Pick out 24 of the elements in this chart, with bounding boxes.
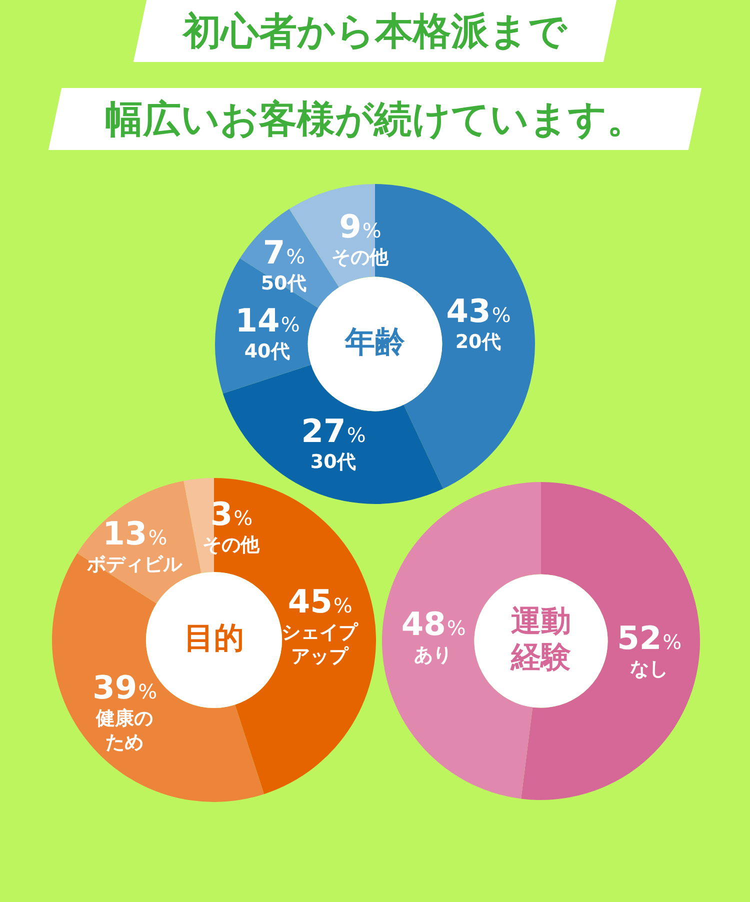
- slice-label: その他: [331, 246, 390, 268]
- data-label: 43%: [446, 292, 511, 330]
- data-label: 13%: [102, 514, 168, 553]
- slice-label: 50代: [260, 272, 306, 295]
- data-label: 14%: [235, 301, 300, 340]
- slice-label: 30代: [310, 450, 356, 473]
- slice-label: 40代: [244, 340, 290, 362]
- slice-label: なし: [630, 658, 668, 680]
- data-label: 7%: [262, 234, 306, 272]
- data-label: 52%: [617, 618, 682, 657]
- slice-label: あり: [414, 644, 452, 666]
- text: 幅広いお客様が続けています。: [105, 96, 645, 142]
- data-label: 39%: [92, 668, 158, 707]
- data-label: 48%: [401, 605, 466, 644]
- slice-label: シェイプアップ: [282, 621, 359, 668]
- text: 初心者から本格派まで: [183, 8, 567, 54]
- data-label: 45%: [288, 582, 352, 620]
- slice-label: 健康のため: [94, 708, 153, 754]
- text: 運動経験: [510, 604, 571, 675]
- data-label: 27%: [301, 412, 366, 450]
- slice-label: 20代: [455, 330, 501, 353]
- text: 目的: [184, 620, 244, 656]
- slice-label: ボディビル: [86, 554, 183, 576]
- text: 年齢: [344, 324, 405, 360]
